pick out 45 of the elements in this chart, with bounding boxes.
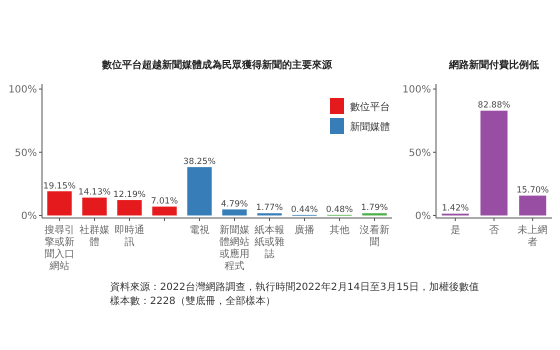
bar [152, 206, 177, 216]
x-tick-label: 紙本報紙或雜誌 [254, 224, 284, 260]
data-label: 14.13% [78, 188, 111, 198]
bar [117, 200, 142, 216]
x-tick-label: 即時通訊 [114, 224, 144, 248]
x-tick-label: 是 [450, 225, 460, 236]
chart-title: 網路新聞付費比例低 [448, 59, 539, 71]
data-label: 1.79% [360, 203, 388, 214]
y-tick-label: 0% [21, 210, 37, 222]
x-tick-label: 否 [489, 225, 499, 236]
x-tick-label: 沒看新聞 [360, 224, 390, 248]
x-tick-label: 搜尋引擎或新聞入口網站 [44, 224, 74, 272]
text: 樣本數：2228（雙底冊，全部樣本） [110, 295, 276, 307]
source-note: 資料來源：2022台灣網路調查，執行時間2022年2月14日至3月15日，加權後數值 [110, 281, 480, 293]
x-tick-label: 廣播 [294, 224, 314, 236]
legend-label: 數位平台 [350, 101, 390, 113]
data-label: 4.79% [220, 199, 248, 210]
x-tick-label: 其他 [330, 224, 350, 236]
x-tick-label: 新聞媒體網站或應用程式 [220, 224, 250, 272]
data-label: 19.15% [43, 181, 76, 192]
bar [222, 209, 247, 216]
bar [480, 110, 508, 216]
chart-title: 數位平台超越新聞媒體成為民眾獲得新聞的主要來源 [101, 59, 333, 71]
x-tick-label: 社群媒體 [80, 224, 110, 248]
data-label: 0.48% [326, 204, 354, 215]
x-tick-label: 電視 [190, 224, 210, 236]
y-tick-label: 50% [408, 148, 431, 159]
y-tick-label: 0% [415, 210, 431, 222]
data-label: 12.19% [113, 190, 146, 200]
data-label: 38.25% [183, 157, 216, 168]
y-tick-label: 100% [402, 84, 431, 96]
x-tick-label: 未上網者 [518, 224, 548, 248]
data-label: 82.88% [478, 100, 510, 111]
bar [82, 198, 107, 216]
data-label: 1.77% [256, 203, 284, 214]
bar [187, 167, 212, 216]
data-label: 15.70% [516, 186, 549, 196]
bar [47, 191, 72, 216]
data-label: 7.01% [150, 196, 178, 207]
y-tick-label: 100% [8, 84, 37, 96]
y-tick-label: 50% [14, 148, 37, 159]
data-label: 0.44% [290, 204, 318, 215]
legend-label: 新聞媒體 [350, 121, 390, 133]
data-label: 1.42% [442, 204, 469, 214]
bar [519, 196, 546, 216]
